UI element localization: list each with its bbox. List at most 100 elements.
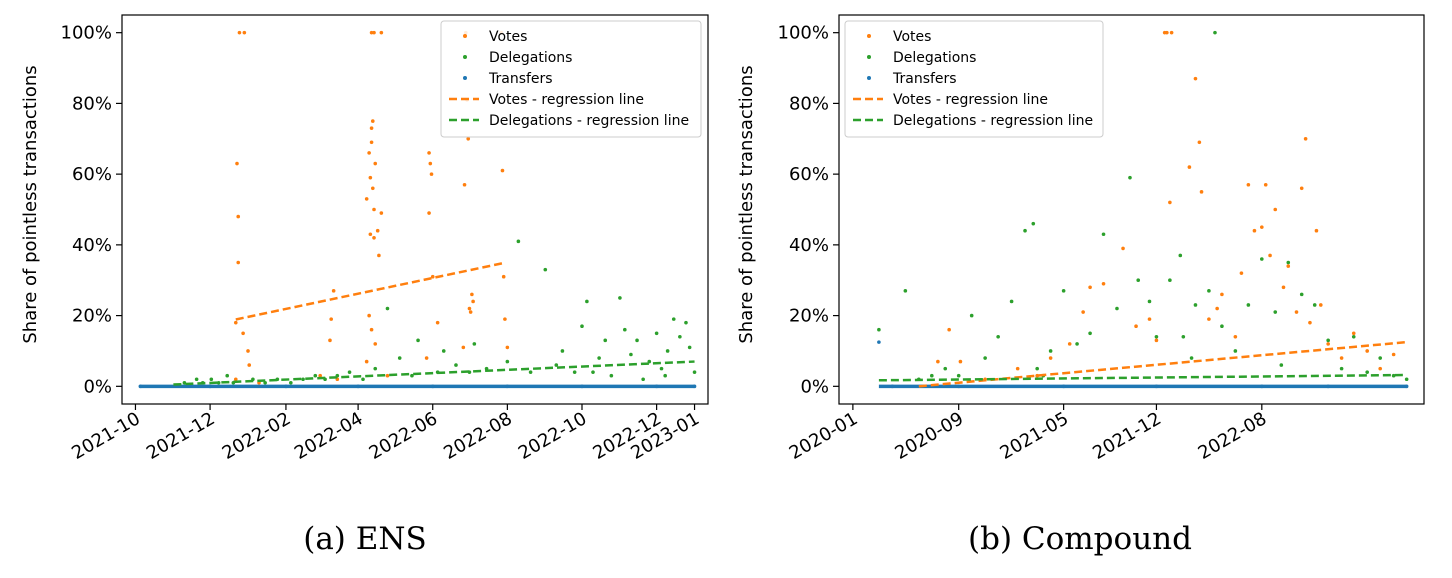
- votes-point: [369, 140, 374, 145]
- votes-point: [1246, 182, 1251, 187]
- x-tick-label: 2022-08: [1195, 408, 1271, 464]
- delegations-regression-line: [173, 360, 695, 386]
- votes-point: [369, 126, 374, 130]
- transfers-point: [284, 384, 288, 389]
- x-tick-label: 2021-10: [68, 408, 144, 464]
- votes-point: [1154, 338, 1159, 343]
- x-tick-label: 2022-02: [219, 408, 295, 464]
- votes-point: [372, 207, 376, 212]
- delegations-point: [441, 349, 446, 353]
- votes-point: [1187, 165, 1192, 169]
- votes-point: [1168, 200, 1172, 205]
- delegations-point: [1101, 232, 1106, 237]
- delegations-point: [416, 338, 420, 343]
- votes-point: [375, 228, 380, 233]
- delegations-point: [684, 320, 688, 325]
- votes-point: [1339, 356, 1344, 360]
- transfers-point: [654, 384, 659, 389]
- transfers-point: [505, 384, 510, 389]
- transfers-point: [1404, 384, 1409, 389]
- legend-label: Votes - regression line: [893, 92, 1048, 108]
- legend-marker: [463, 76, 467, 80]
- y-tick-label: 40%: [789, 235, 829, 256]
- delegations-point: [225, 373, 230, 378]
- delegations-point: [1154, 335, 1159, 339]
- delegations-point: [1189, 356, 1194, 360]
- transfers-point: [1061, 384, 1066, 389]
- votes-point: [1294, 310, 1299, 314]
- delegations-point: [654, 331, 659, 336]
- delegations-point: [1312, 303, 1317, 307]
- legend-marker: [867, 55, 871, 59]
- delegations-point: [289, 380, 293, 385]
- votes-regression-line: [918, 340, 1407, 388]
- delegations-point: [1136, 278, 1141, 283]
- votes-point: [958, 359, 963, 364]
- y-tick-label: 20%: [72, 306, 112, 327]
- votes-point: [427, 151, 431, 155]
- votes-point: [364, 359, 369, 364]
- votes-point: [1391, 352, 1396, 357]
- delegations-point: [635, 338, 639, 343]
- votes-point: [385, 373, 390, 378]
- delegations-point: [1391, 373, 1396, 378]
- delegations-point: [397, 356, 402, 360]
- delegations-point: [554, 363, 559, 367]
- delegations-point: [996, 335, 1000, 339]
- delegations-point: [585, 299, 589, 304]
- delegations-point: [410, 373, 414, 378]
- delegations-point: [629, 352, 633, 357]
- votes-point: [370, 186, 375, 191]
- votes-point: [368, 232, 373, 237]
- delegations-point: [969, 313, 974, 318]
- votes-point: [1215, 306, 1219, 311]
- delegations-point: [603, 338, 608, 343]
- delegations-point: [543, 267, 548, 272]
- votes-point: [241, 331, 245, 336]
- votes-point: [233, 377, 238, 382]
- delegations-point: [641, 377, 645, 382]
- y-tick-label: 0%: [83, 376, 112, 397]
- delegations-point: [1246, 303, 1251, 307]
- votes-point: [1260, 225, 1264, 229]
- votes-point: [1067, 342, 1072, 346]
- votes-point: [468, 310, 473, 314]
- delegations-point: [665, 349, 670, 353]
- compound-panel: 0% 20% 40% 60% 80% 100% 2020-01 2020-09 2021-05 2…: [736, 14, 1425, 557]
- plot-frame: [838, 14, 1425, 405]
- delegations-point: [1009, 299, 1014, 304]
- delegations-point: [454, 363, 458, 367]
- votes-point: [467, 306, 472, 311]
- votes-point: [430, 274, 435, 279]
- votes-point: [1314, 228, 1319, 233]
- legend-box: [844, 20, 1104, 138]
- delegations-point: [1193, 303, 1198, 307]
- panel-caption: (b) Compound: [968, 521, 1192, 557]
- votes-point: [1147, 317, 1152, 321]
- delegations-point: [194, 377, 199, 382]
- votes-point: [1220, 292, 1224, 297]
- delegations-point: [591, 370, 595, 374]
- y-axis-label: Share of pointless transactions: [736, 65, 757, 343]
- delegations-point: [1233, 349, 1238, 353]
- votes-point: [936, 359, 940, 364]
- panel-caption: (a) ENS: [303, 521, 427, 557]
- delegations-point: [623, 327, 627, 332]
- votes-point: [236, 214, 241, 219]
- votes-point: [505, 345, 510, 350]
- x-tick-label: 2022-08: [440, 408, 516, 464]
- votes-regression-line: [235, 262, 503, 321]
- delegations-point: [1326, 338, 1330, 343]
- delegations-point: [263, 380, 267, 385]
- votes-point: [367, 151, 371, 155]
- delegations-point: [1178, 253, 1183, 258]
- votes-point: [1101, 281, 1106, 286]
- votes-point: [500, 168, 505, 173]
- y-tick-label: 100%: [778, 23, 829, 44]
- votes-point: [462, 182, 467, 187]
- delegations-point: [347, 370, 352, 374]
- votes-point: [1015, 366, 1020, 371]
- legend-marker: [463, 34, 467, 38]
- votes-point: [1263, 182, 1268, 187]
- votes-point: [1239, 271, 1244, 275]
